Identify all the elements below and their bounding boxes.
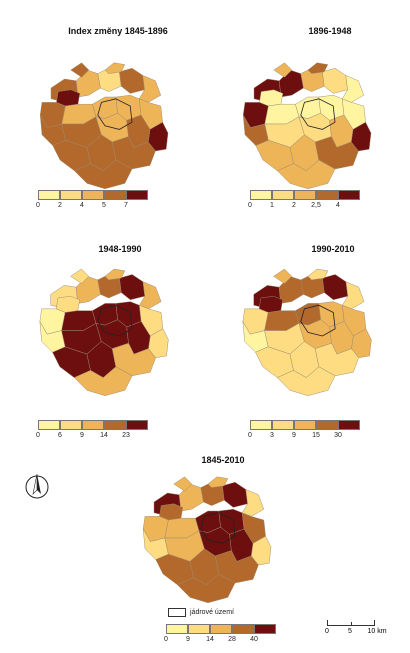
legend-2: 0 1 2 2,5 4 [248, 190, 360, 209]
region-22 [273, 62, 293, 78]
legend-tick: 9 [186, 636, 190, 643]
legend-tick: 23 [122, 432, 130, 439]
scale-bar: 0 5 10 km [325, 620, 387, 638]
choropleth-map-3 [39, 268, 169, 396]
legend-tick: 40 [250, 636, 258, 643]
legend-bin [272, 190, 294, 200]
legend-tick: 9 [80, 432, 84, 439]
legend-bin [60, 420, 82, 430]
scale-label-10km: 10 km [367, 628, 387, 635]
region-22 [70, 62, 90, 78]
legend-1: 0 2 4 5 7 [36, 190, 148, 209]
core-area-outline [97, 304, 133, 337]
legend-bin [294, 190, 316, 200]
map-title-1: Index změny 1845-1896 [68, 26, 168, 36]
region-4 [222, 481, 248, 508]
map-title-3: 1948-1990 [98, 244, 142, 254]
legend-bin [126, 420, 148, 430]
legend-4: 0 3 9 15 30 [248, 420, 360, 439]
legend-tick: 2,5 [311, 202, 321, 209]
choropleth-map-4 [242, 268, 372, 396]
legend-bin [316, 420, 338, 430]
region-21 [104, 268, 126, 281]
legend-tick: 3 [270, 432, 274, 439]
core-area-outline [200, 512, 236, 544]
legend-tick: 0 [248, 202, 252, 209]
legend-3: 0 6 9 14 23 [36, 420, 148, 439]
region-22 [273, 268, 293, 284]
region-22 [70, 268, 90, 284]
scale-bar-line [327, 620, 375, 626]
legend-tick: 0 [36, 202, 40, 209]
region-20 [177, 573, 236, 604]
legend-tick: 2 [58, 202, 62, 209]
legend-bin [104, 420, 126, 430]
legend-tick: 1 [270, 202, 274, 209]
region-21 [104, 62, 126, 74]
legend-5: 0 9 14 28 40 [164, 624, 276, 643]
legend-bin [316, 190, 338, 200]
legend-tick: 15 [312, 432, 320, 439]
scale-label-5: 5 [348, 628, 352, 635]
legend-bin [126, 190, 148, 200]
legend-bin [232, 624, 254, 634]
region-20 [73, 366, 133, 396]
region-20 [74, 159, 133, 190]
region-4 [119, 274, 146, 301]
legend-tick: 9 [292, 432, 296, 439]
region-4 [322, 274, 349, 301]
legend-tick: 6 [58, 432, 62, 439]
legend-tick: 2 [292, 202, 296, 209]
legend-bin [82, 420, 104, 430]
choropleth-map-5 [142, 476, 272, 604]
map-title-5: 1845-2010 [201, 455, 245, 465]
legend-bin [250, 420, 272, 430]
region-22 [173, 476, 193, 492]
legend-bin [82, 190, 104, 200]
choropleth-map-2 [242, 62, 372, 190]
legend-bin [294, 420, 316, 430]
region-21 [207, 476, 229, 488]
legend-bin [210, 624, 232, 634]
region-20 [277, 159, 336, 190]
region-21 [307, 268, 329, 281]
legend-tick: 7 [124, 202, 128, 209]
legend-tick: 0 [248, 432, 252, 439]
legend-tick: 0 [164, 636, 168, 643]
scale-label-0: 0 [325, 628, 329, 635]
legend-tick: 30 [334, 432, 342, 439]
legend-bin [38, 190, 60, 200]
core-area-outline [300, 98, 336, 130]
region-20 [276, 366, 336, 396]
core-area-legend: jádrové území [168, 608, 234, 617]
legend-bin [250, 190, 272, 200]
core-area-swatch [168, 608, 186, 617]
region-21 [307, 62, 329, 74]
north-arrow-icon [25, 473, 49, 499]
core-area-outline [97, 98, 133, 130]
legend-tick: 4 [80, 202, 84, 209]
legend-bin [60, 190, 82, 200]
legend-bin [38, 420, 60, 430]
legend-bin [166, 624, 188, 634]
legend-bin [188, 624, 210, 634]
legend-bin [104, 190, 126, 200]
legend-tick: 14 [206, 636, 214, 643]
legend-bin [338, 190, 360, 200]
legend-bin [272, 420, 294, 430]
region-4 [119, 67, 145, 94]
region-4 [322, 67, 348, 94]
core-area-label: jádrové území [190, 609, 234, 616]
legend-tick: 0 [36, 432, 40, 439]
legend-bin [338, 420, 360, 430]
map-title-4: 1990-2010 [311, 244, 355, 254]
legend-tick: 5 [102, 202, 106, 209]
legend-tick: 28 [228, 636, 236, 643]
legend-tick: 4 [336, 202, 340, 209]
legend-bin [254, 624, 276, 634]
legend-tick: 14 [100, 432, 108, 439]
map-title-2: 1896-1948 [308, 26, 352, 36]
core-area-outline [300, 304, 336, 337]
choropleth-map-1 [39, 62, 169, 190]
